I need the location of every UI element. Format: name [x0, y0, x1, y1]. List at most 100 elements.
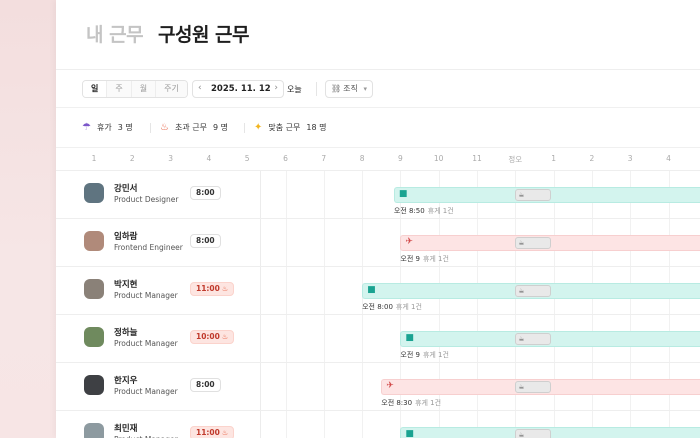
header: 내 근무 구성원 근무 [56, 0, 700, 70]
schedule-grid: 강민서 Product Designer 8:00 ■ ☕ 오전 8:50 휴게 1건 임하람… [56, 170, 700, 438]
break-block[interactable]: ☕ [515, 237, 552, 249]
member-name: 박지현 [114, 280, 138, 290]
chevron-right-icon[interactable]: › [274, 83, 278, 93]
summary-item[interactable]: ✦ 맞춤 근무 18 명 [254, 122, 326, 133]
hour-gridline [477, 170, 478, 438]
avatar[interactable] [84, 423, 104, 438]
member-role: Product Manager [114, 339, 178, 348]
hour-gridline [515, 170, 517, 438]
shift-start-time: 오전 8:50 [393, 207, 425, 215]
fire-icon: ♨ [160, 122, 169, 133]
break-count: 휴게 1건 [427, 207, 454, 215]
hour-label: 10 [433, 154, 444, 163]
view-cycle-button[interactable]: 주기 [155, 81, 187, 97]
summary-count: 18 명 [306, 123, 327, 132]
briefcase-icon: ■ [405, 429, 414, 438]
toolbar: 일 주 월 주기 ‹ 2025. 11. 12 › 오늘 ⛓ 조직 ▾ [56, 70, 700, 108]
briefcase-icon: ■ [367, 285, 376, 295]
today-button[interactable]: 오늘 [287, 85, 302, 94]
shift-caption: 오전 8:30 휴게 1건 [381, 398, 441, 408]
work-hours-value: 11:00 [196, 284, 220, 293]
view-month-button[interactable]: 월 [130, 81, 156, 97]
current-date[interactable]: 2025. 11. 12 [211, 84, 271, 94]
shift-caption: 오전 9 휴게 1건 [400, 254, 449, 264]
summary-count: 3 명 [117, 123, 133, 132]
view-week-button[interactable]: 주 [106, 81, 131, 97]
member-row[interactable]: 임하람 Frontend Engineer 8:00 ✈ ☕ 오전 9 휴게 1건 [56, 218, 700, 266]
hour-label: 2 [129, 154, 135, 163]
summary-count: 9 명 [212, 123, 228, 132]
work-shift-bar[interactable]: ■ ☕ [400, 331, 700, 347]
work-hours-badge: 8:00 [190, 186, 221, 200]
hour-label: 3 [627, 154, 633, 163]
break-block[interactable]: ☕ [515, 189, 552, 201]
member-row[interactable]: 강민서 Product Designer 8:00 ■ ☕ 오전 8:50 휴게 1건 [56, 170, 700, 218]
timeline-hours: 1 2 3 4 5 6 7 8 9 10 11 정오 1 2 3 4 [56, 154, 700, 170]
work-hours-badge: 11:00 ♨ [190, 282, 235, 296]
hour-gridline [668, 170, 670, 438]
hour-gridline [400, 170, 402, 438]
divider [244, 123, 245, 133]
member-role: Frontend Engineer [114, 243, 183, 252]
work-shift-bar[interactable]: ■ ☕ [362, 283, 700, 299]
hour-gridline [591, 170, 593, 438]
member-row[interactable]: 박지현 Product Manager 11:00 ♨ ■ ☕ 오전 8:00 휴게 1건 [56, 266, 700, 314]
chevron-left-icon[interactable]: ‹ [198, 83, 202, 93]
work-shift-bar[interactable]: ■ ☕ [393, 187, 700, 203]
member-name: 임하람 [114, 232, 138, 242]
hour-label: 4 [666, 154, 671, 163]
business-trip-bar[interactable]: ✈ ☕ [381, 379, 700, 395]
org-filter-dropdown[interactable]: ⛓ 조직 ▾ [325, 80, 373, 98]
member-row[interactable]: 정하늘 Product Manager 10:00 ♨ ■ ☕ 오전 9 휴게 1건 [56, 314, 700, 362]
summary-bar: ☂ 휴가 3 명 ♨ 초과 근무 9 명 ✦ 맞춤 근무 18 명 [56, 108, 700, 148]
break-count: 휴게 1건 [395, 303, 422, 311]
shift-caption: 오전 8:50 휴게 1건 [394, 206, 454, 216]
tab-team-work[interactable]: 구성원 근무 [158, 24, 250, 46]
work-hours-value: 11:00 [196, 428, 220, 437]
break-block[interactable]: ☕ [515, 429, 552, 438]
view-day-button[interactable]: 일 [83, 81, 107, 97]
briefcase-icon: ■ [405, 333, 414, 343]
summary-label: 맞춤 근무 [268, 123, 301, 132]
work-hours-badge: 10:00 ♨ [190, 330, 235, 344]
hour-gridline [285, 170, 287, 438]
hour-gridline [362, 170, 364, 438]
member-name: 정하늘 [114, 328, 138, 338]
break-block[interactable]: ☕ [515, 285, 552, 297]
member-name: 최민재 [114, 424, 138, 434]
work-shift-bar[interactable]: ■ ☕ [400, 427, 700, 438]
work-hours-value: 8:00 [196, 380, 215, 389]
summary-item[interactable]: ♨ 초과 근무 9 명 [160, 122, 228, 133]
member-role: Product Manager [114, 387, 178, 396]
shift-caption: 오전 9 휴게 1건 [400, 350, 449, 360]
hour-label: 5 [244, 154, 250, 163]
break-count: 휴게 1건 [415, 399, 442, 407]
summary-item[interactable]: ☂ 휴가 3 명 [82, 122, 133, 133]
member-role: Product Manager [114, 291, 178, 300]
work-hours-badge: 11:00 ♨ [190, 426, 235, 438]
avatar[interactable] [84, 231, 104, 251]
org-filter-label: 조직 [343, 84, 358, 93]
member-name: 강민서 [114, 184, 138, 194]
work-hours-value: 8:00 [196, 236, 215, 245]
break-count: 휴게 1건 [422, 255, 449, 263]
hour-label: 4 [206, 154, 212, 163]
avatar[interactable] [84, 327, 104, 347]
work-hours-value: 8:00 [196, 188, 215, 197]
break-block[interactable]: ☕ [515, 381, 552, 393]
shift-caption: 오전 8:00 휴게 1건 [362, 302, 422, 312]
break-block[interactable]: ☕ [515, 333, 552, 345]
member-row[interactable]: 한지우 Product Manager 8:00 ✈ ☕ 오전 8:30 휴게 1건 [56, 362, 700, 410]
hour-gridline [323, 170, 325, 438]
airplane-icon: ✈ [405, 237, 413, 247]
divider [150, 123, 151, 133]
tab-my-work[interactable]: 내 근무 [86, 24, 144, 46]
avatar[interactable] [84, 375, 104, 395]
avatar[interactable] [84, 183, 104, 203]
avatar[interactable] [84, 279, 104, 299]
shift-start-time: 오전 9 [400, 255, 420, 263]
business-trip-bar[interactable]: ✈ ☕ [400, 235, 700, 251]
chevron-down-icon: ▾ [363, 85, 367, 93]
work-hours-badge: 8:00 [190, 378, 221, 392]
